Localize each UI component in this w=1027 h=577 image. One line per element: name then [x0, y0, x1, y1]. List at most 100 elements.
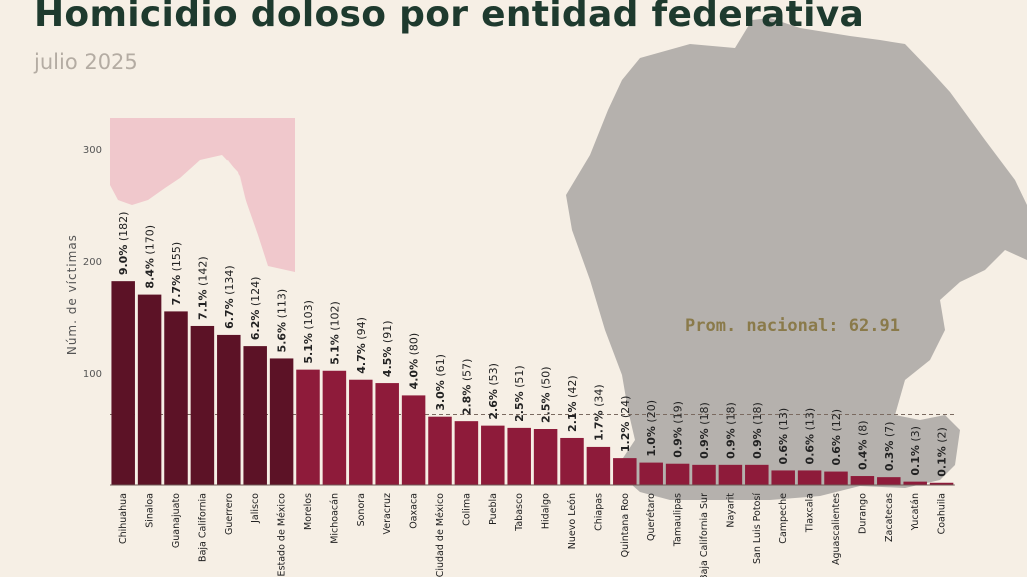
data-label: 0.6% (13): [777, 408, 790, 465]
bar: [613, 458, 637, 485]
data-label: 7.1% (142): [196, 256, 209, 320]
bar: [190, 325, 215, 485]
category-label: Baja California: [197, 493, 208, 562]
data-label: 5.1% (102): [328, 301, 341, 365]
category-label: Tamaulipas: [673, 493, 684, 547]
category-label: Ciudad de México: [435, 493, 446, 577]
bar: [877, 477, 901, 485]
category-label: Sinaloa: [145, 493, 156, 528]
bar: [718, 464, 743, 485]
data-label: 9.0% (182): [117, 212, 130, 276]
data-label: 0.6% (13): [804, 408, 817, 465]
bar: [428, 416, 452, 485]
bar: [164, 311, 188, 485]
data-label: 3.0% (61): [434, 354, 447, 411]
bar: [560, 437, 584, 485]
data-label: 1.2% (24): [619, 396, 632, 453]
y-tick-label: 300: [83, 145, 102, 156]
category-label: Baja California Sur: [699, 493, 710, 577]
category-label: Yucatán: [910, 493, 921, 531]
data-label: 4.5% (91): [381, 320, 394, 377]
category-label: Chiapas: [593, 493, 604, 531]
category-label: Querétaro: [646, 493, 657, 541]
data-label: 1.7% (34): [592, 384, 605, 441]
category-label: Quintana Roo: [620, 493, 631, 558]
category-label: Guerrero: [224, 493, 235, 535]
category-label: Jalisco: [250, 493, 261, 524]
data-label: 5.1% (103): [302, 300, 315, 364]
category-label: Nuevo León: [567, 493, 578, 549]
data-label: 7.7% (155): [170, 242, 183, 306]
data-label: 0.1% (2): [936, 427, 949, 477]
page-subtitle: julio 2025: [34, 50, 138, 74]
data-label: 1.0% (20): [645, 400, 658, 457]
data-label: 5.6% (113): [276, 289, 289, 353]
data-label: 2.1% (42): [566, 375, 579, 432]
y-tick-label: 100: [83, 369, 102, 380]
data-label: 0.6% (12): [830, 409, 843, 466]
data-label: 8.4% (170): [144, 225, 157, 289]
bar: [692, 464, 716, 485]
data-label: 0.4% (8): [856, 420, 869, 470]
category-label: Michoacán: [329, 493, 340, 544]
data-label: 2.6% (53): [487, 363, 500, 420]
bar: [349, 379, 373, 485]
bar: [824, 471, 848, 485]
data-label: 2.5% (50): [540, 366, 553, 423]
bar: [507, 427, 531, 485]
category-label: Tlaxcala: [805, 493, 816, 533]
bar: [481, 425, 505, 485]
bar: [375, 383, 399, 485]
data-label: 0.3% (7): [883, 422, 896, 472]
category-label: Colima: [461, 493, 472, 526]
category-label: Guanajuato: [171, 493, 182, 548]
data-label: 6.7% (134): [223, 265, 236, 329]
average-label: Prom. nacional: 62.91: [685, 316, 900, 336]
bar: [137, 294, 162, 485]
category-label: Coahuila: [937, 493, 948, 534]
bar: [296, 369, 320, 485]
data-label: 0.9% (18): [724, 402, 737, 459]
category-label: Morelos: [303, 493, 314, 530]
bar: [586, 446, 611, 485]
data-label: 4.0% (80): [408, 333, 421, 390]
data-label: 0.9% (19): [672, 401, 685, 458]
bar: [533, 429, 558, 485]
data-label: 0.9% (18): [751, 402, 764, 459]
bar: [745, 464, 769, 485]
data-label: 2.5% (51): [513, 365, 526, 422]
category-label: Campeche: [778, 493, 789, 544]
bar: [665, 463, 690, 485]
bar: [639, 462, 663, 485]
category-label: Durango: [857, 493, 868, 534]
category-label: Aguascalientes: [831, 493, 842, 565]
bar: [111, 281, 135, 485]
bar: [797, 470, 822, 485]
y-tick-label: 200: [83, 257, 102, 268]
bar: [850, 476, 875, 485]
bar: [322, 370, 347, 485]
category-label: Tabasco: [514, 493, 525, 532]
category-label: Chihuahua: [118, 493, 129, 544]
category-label: Estado de México: [277, 493, 288, 577]
data-label: 0.1% (3): [909, 426, 922, 476]
data-label: 0.9% (18): [698, 402, 711, 459]
data-label: 6.2% (124): [249, 277, 262, 341]
category-label: Veracruz: [382, 493, 393, 534]
category-label: Zacatecas: [884, 493, 895, 542]
category-label: Nayarit: [725, 493, 736, 528]
category-label: Sonora: [356, 493, 367, 526]
data-label: 4.7% (94): [355, 317, 368, 374]
data-label: 2.8% (57): [460, 359, 473, 416]
bar: [929, 482, 954, 485]
bar: [771, 470, 795, 485]
bar: [269, 358, 294, 485]
bar: [243, 346, 267, 485]
bar: [454, 421, 479, 485]
bar: [903, 481, 927, 485]
category-label: Hidalgo: [541, 493, 552, 529]
category-label: San Luis Potosí: [752, 493, 763, 564]
y-axis-title: Núm. de víctimas: [65, 234, 79, 355]
